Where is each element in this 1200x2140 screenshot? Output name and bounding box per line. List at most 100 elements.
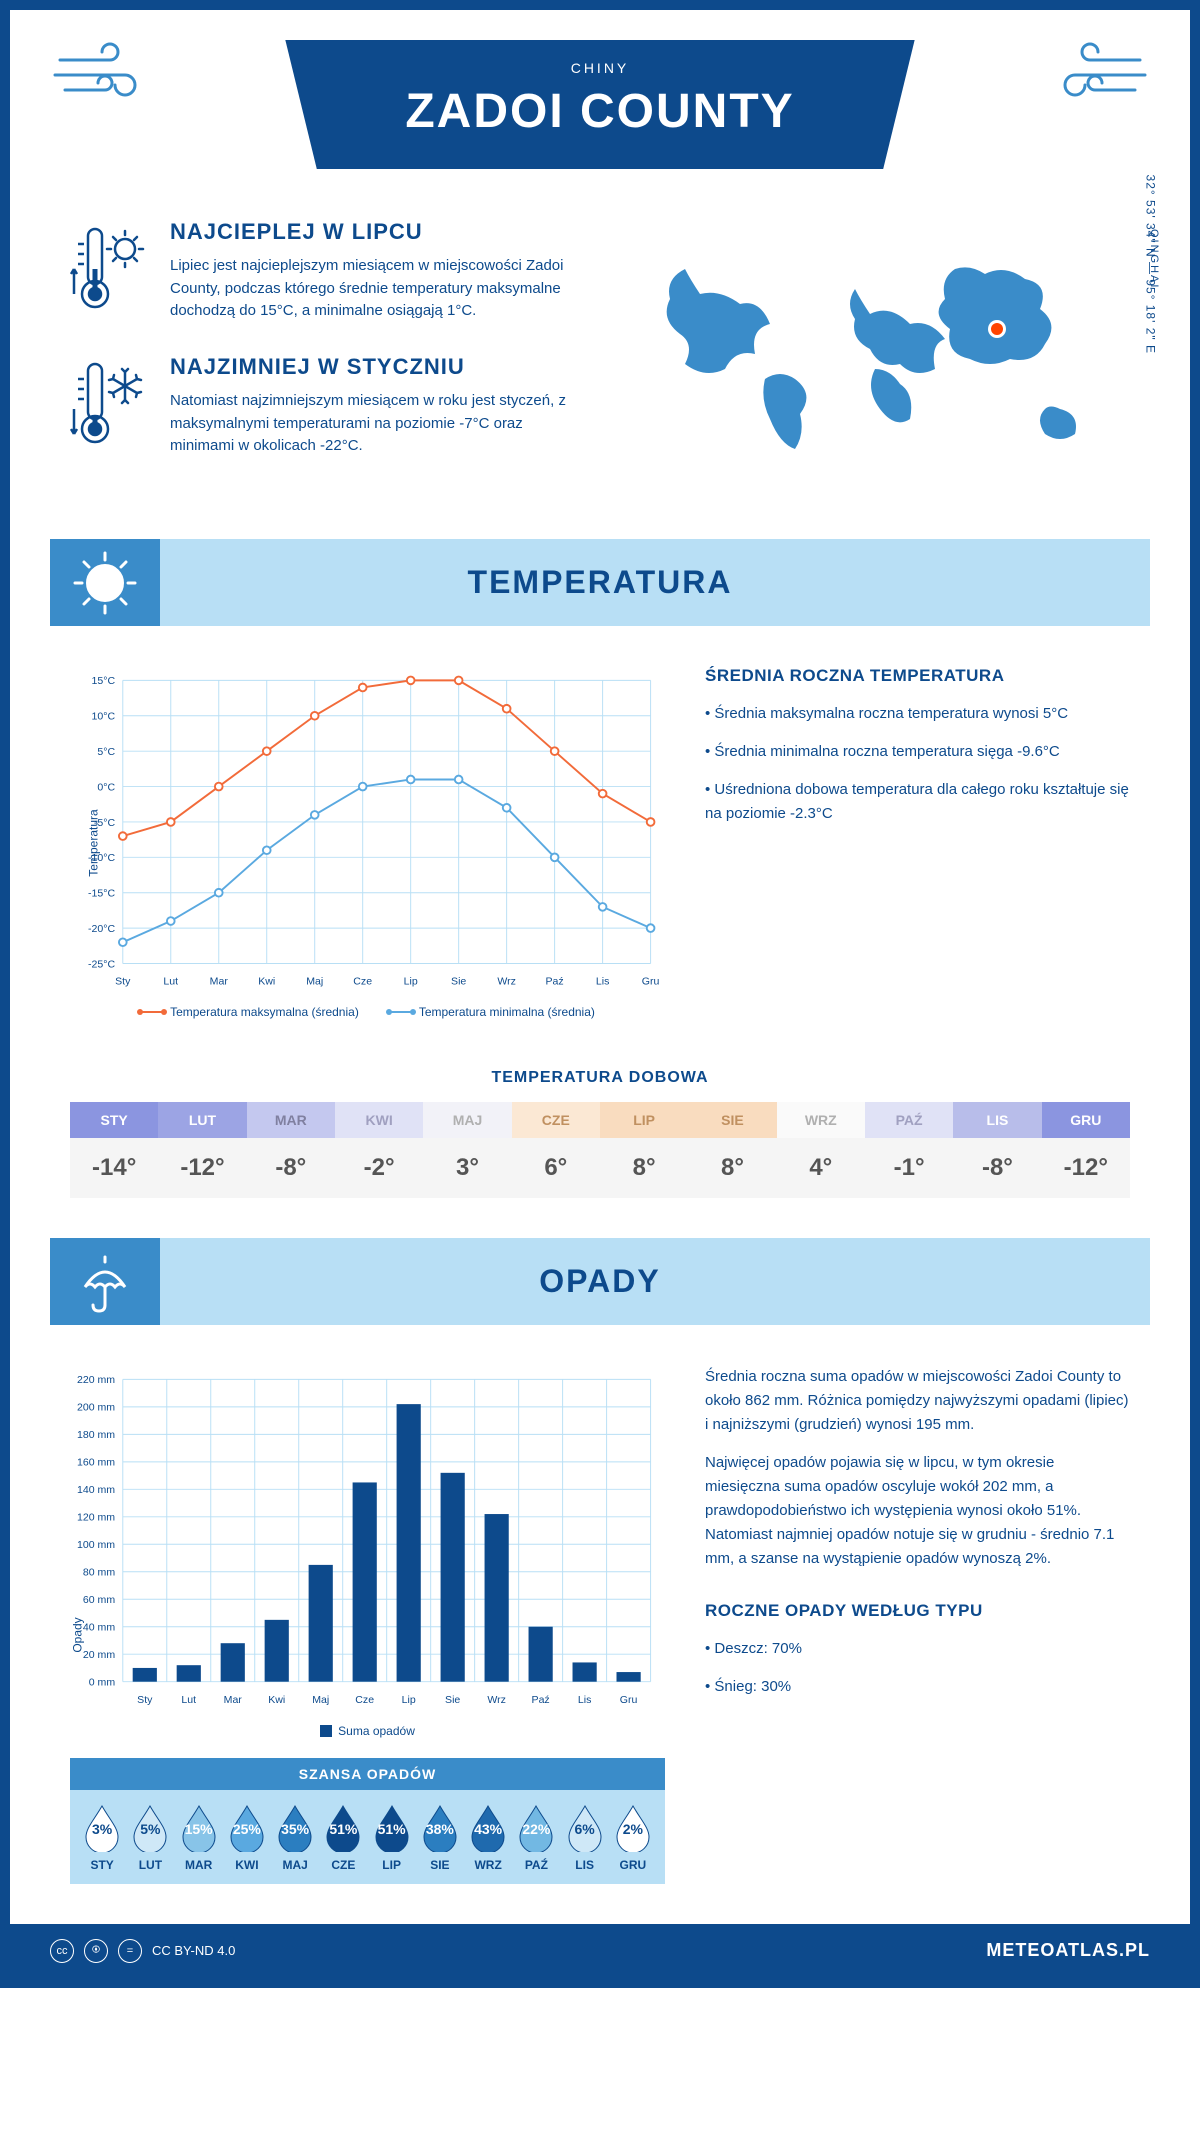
intro-text-column: NAJCIEPLEJ W LIPCU Lipiec jest najcieple… <box>70 219 580 489</box>
temp-bullet: • Średnia minimalna roczna temperatura s… <box>705 740 1130 764</box>
warmest-text: NAJCIEPLEJ W LIPCU Lipiec jest najcieple… <box>170 219 580 324</box>
svg-text:Gru: Gru <box>642 976 660 988</box>
svg-text:Paź: Paź <box>532 1694 550 1706</box>
coldest-title: NAJZIMNIEJ W STYCZNIU <box>170 354 580 380</box>
precip-chance-cell: 51% CZE <box>319 1802 367 1872</box>
temp-ylabel: Temperatura <box>87 809 101 876</box>
coldest-desc: Natomiast najzimniejszym miesiącem w rok… <box>170 390 580 458</box>
precip-chance-cell: 22% PAŹ <box>512 1802 560 1872</box>
daily-temp-cell: SIE 8° <box>688 1102 776 1198</box>
svg-text:Mar: Mar <box>224 1694 243 1706</box>
svg-text:0 mm: 0 mm <box>89 1677 116 1689</box>
precip-chance-cell: 6% LIS <box>561 1802 609 1872</box>
precip-p1: Średnia roczna suma opadów w miejscowośc… <box>705 1365 1130 1437</box>
cc-icon: cc <box>50 1939 74 1963</box>
precip-type-item: • Śnieg: 30% <box>705 1675 1130 1699</box>
temperature-title: TEMPERATURA <box>75 564 1125 601</box>
header: ZADOI COUNTY CHINY <box>10 10 1190 189</box>
page-container: ZADOI COUNTY CHINY NAJCIEPLEJ W LIPCU Li… <box>0 0 1200 1988</box>
precip-chance-cell: 5% LUT <box>126 1802 174 1872</box>
precip-ylabel: Opady <box>71 1617 85 1652</box>
warmest-desc: Lipiec jest najcieplejszym miesiącem w m… <box>170 255 580 323</box>
precip-chance-cell: 51% LIP <box>368 1802 416 1872</box>
precip-chance-title: SZANSA OPADÓW <box>70 1758 665 1790</box>
nd-icon: = <box>118 1939 142 1963</box>
license-block: cc 🅯 = CC BY-ND 4.0 <box>50 1939 235 1963</box>
svg-text:Wrz: Wrz <box>487 1694 506 1706</box>
umbrella-icon <box>50 1238 160 1325</box>
svg-text:Gru: Gru <box>620 1694 638 1706</box>
daily-temp-cell: LIP 8° <box>600 1102 688 1198</box>
svg-text:Sty: Sty <box>115 976 131 988</box>
svg-text:Lip: Lip <box>404 976 418 988</box>
svg-text:100 mm: 100 mm <box>77 1539 115 1551</box>
thermometer-snow-icon <box>70 354 150 459</box>
daily-temp-cell: STY -14° <box>70 1102 158 1198</box>
precip-chart-svg: 0 mm20 mm40 mm60 mm80 mm100 mm120 mm140 … <box>70 1365 665 1710</box>
site-name: METEOATLAS.PL <box>986 1940 1150 1961</box>
legend-item: Temperatura maksymalna (średnia) <box>140 1005 359 1019</box>
temperature-info: ŚREDNIA ROCZNA TEMPERATURA • Średnia mak… <box>705 666 1130 1019</box>
svg-text:-15°C: -15°C <box>88 888 115 900</box>
svg-text:Lut: Lut <box>163 976 178 988</box>
legend-item: Suma opadów <box>320 1724 415 1738</box>
wind-icon <box>1030 40 1150 115</box>
svg-text:10°C: 10°C <box>92 711 116 723</box>
svg-text:-20°C: -20°C <box>88 923 115 935</box>
temp-bullet: • Średnia maksymalna roczna temperatura … <box>705 702 1130 726</box>
precip-legend: Suma opadów <box>70 1724 665 1738</box>
svg-text:Kwi: Kwi <box>268 1694 285 1706</box>
license-text: CC BY-ND 4.0 <box>152 1943 235 1958</box>
svg-text:Mar: Mar <box>210 976 229 988</box>
precip-chance-cell: 15% MAR <box>175 1802 223 1872</box>
svg-text:Paź: Paź <box>546 976 564 988</box>
daily-temp-cell: LIS -8° <box>953 1102 1041 1198</box>
svg-text:Maj: Maj <box>306 976 323 988</box>
daily-temp-title: TEMPERATURA DOBOWA <box>10 1069 1190 1087</box>
svg-text:-25°C: -25°C <box>88 958 115 970</box>
svg-text:Cze: Cze <box>353 976 372 988</box>
svg-text:Lis: Lis <box>578 1694 591 1706</box>
by-icon: 🅯 <box>84 1939 108 1963</box>
coldest-text: NAJZIMNIEJ W STYCZNIU Natomiast najzimni… <box>170 354 580 459</box>
svg-text:40 mm: 40 mm <box>83 1622 115 1634</box>
temp-info-title: ŚREDNIA ROCZNA TEMPERATURA <box>705 666 1130 686</box>
svg-text:5°C: 5°C <box>97 746 115 758</box>
precip-chance-cell: 43% WRZ <box>464 1802 512 1872</box>
precip-title: OPADY <box>75 1263 1125 1300</box>
svg-text:140 mm: 140 mm <box>77 1484 115 1496</box>
precip-bar-chart: Opady 0 mm20 mm40 mm60 mm80 mm100 mm120 … <box>70 1365 665 1903</box>
svg-text:Sty: Sty <box>137 1694 153 1706</box>
temperature-section-header: TEMPERATURA <box>50 539 1150 626</box>
daily-temp-cell: GRU -12° <box>1042 1102 1130 1198</box>
svg-text:Sie: Sie <box>451 976 466 988</box>
svg-text:180 mm: 180 mm <box>77 1429 115 1441</box>
svg-text:Sie: Sie <box>445 1694 460 1706</box>
precip-chart-row: Opady 0 mm20 mm40 mm60 mm80 mm100 mm120 … <box>10 1345 1190 1923</box>
temp-bullet: • Uśredniona dobowa temperatura dla całe… <box>705 778 1130 826</box>
precip-p2: Najwięcej opadów pojawia się w lipcu, w … <box>705 1451 1130 1571</box>
svg-text:15°C: 15°C <box>92 675 116 687</box>
daily-temp-cell: KWI -2° <box>335 1102 423 1198</box>
sun-icon <box>50 539 160 626</box>
svg-text:200 mm: 200 mm <box>77 1402 115 1414</box>
temperature-chart-row: Temperatura -25°C-20°C-15°C-10°C-5°C0°C5… <box>10 646 1190 1039</box>
footer: cc 🅯 = CC BY-ND 4.0 METEOATLAS.PL <box>10 1924 1190 1978</box>
location-title: ZADOI COUNTY <box>405 84 794 139</box>
daily-temp-cell: WRZ 4° <box>777 1102 865 1198</box>
svg-text:0°C: 0°C <box>97 781 115 793</box>
svg-text:Lip: Lip <box>402 1694 416 1706</box>
daily-temp-cell: CZE 6° <box>512 1102 600 1198</box>
title-banner: ZADOI COUNTY CHINY <box>285 40 914 169</box>
temp-chart-svg: -25°C-20°C-15°C-10°C-5°C0°C5°C10°C15°CSt… <box>70 666 665 992</box>
svg-text:20 mm: 20 mm <box>83 1649 115 1661</box>
svg-text:120 mm: 120 mm <box>77 1512 115 1524</box>
svg-text:80 mm: 80 mm <box>83 1567 115 1579</box>
daily-temp-cell: PAŹ -1° <box>865 1102 953 1198</box>
svg-text:220 mm: 220 mm <box>77 1375 115 1387</box>
precip-chance-row: 3% STY 5% LUT 15% MAR 25% KWI 35% MAJ <box>70 1790 665 1884</box>
coordinates: 32° 53' 34" N — 95° 18' 2" E <box>1143 175 1157 354</box>
temperature-line-chart: Temperatura -25°C-20°C-15°C-10°C-5°C0°C5… <box>70 666 665 1019</box>
precip-type-title: ROCZNE OPADY WEDŁUG TYPU <box>705 1601 1130 1621</box>
intro-section: NAJCIEPLEJ W LIPCU Lipiec jest najcieple… <box>10 189 1190 519</box>
